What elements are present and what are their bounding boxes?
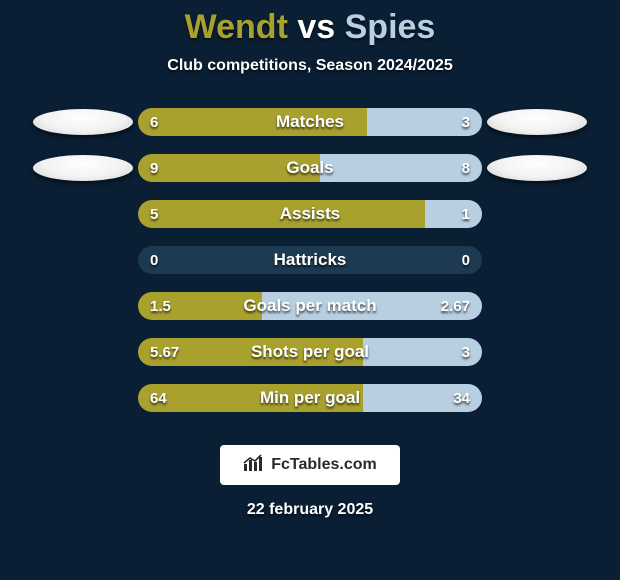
vs-text: vs bbox=[297, 8, 335, 46]
stat-label: Assists bbox=[138, 200, 482, 228]
page-title: Wendt vs Spies bbox=[0, 8, 620, 47]
comparison-canvas: Wendt vs Spies Club competitions, Season… bbox=[0, 0, 620, 580]
stat-label: Shots per goal bbox=[138, 338, 482, 366]
stat-row: 5.673Shots per goal bbox=[0, 329, 620, 375]
chart-icon bbox=[243, 454, 265, 477]
side-slot-right bbox=[482, 109, 592, 135]
stat-bar: 98Goals bbox=[138, 154, 482, 182]
stat-bar: 5.673Shots per goal bbox=[138, 338, 482, 366]
ellipse-icon bbox=[487, 155, 587, 181]
stat-bar: 63Matches bbox=[138, 108, 482, 136]
side-slot-left bbox=[28, 109, 138, 135]
player-a-name: Wendt bbox=[185, 8, 288, 46]
stat-label: Hattricks bbox=[138, 246, 482, 274]
side-slot-right bbox=[482, 155, 592, 181]
ellipse-icon bbox=[33, 109, 133, 135]
stat-bar: 51Assists bbox=[138, 200, 482, 228]
stat-label: Goals bbox=[138, 154, 482, 182]
player-b-name: Spies bbox=[345, 8, 436, 46]
logo-text: FcTables.com bbox=[271, 456, 377, 474]
side-slot-left bbox=[28, 155, 138, 181]
stat-bar: 00Hattricks bbox=[138, 246, 482, 274]
stat-label: Matches bbox=[138, 108, 482, 136]
stat-bar: 6434Min per goal bbox=[138, 384, 482, 412]
ellipse-icon bbox=[33, 155, 133, 181]
stat-label: Min per goal bbox=[138, 384, 482, 412]
date-text: 22 february 2025 bbox=[0, 501, 620, 519]
logo-box: FcTables.com bbox=[220, 445, 400, 485]
stat-row: 63Matches bbox=[0, 99, 620, 145]
stat-row: 98Goals bbox=[0, 145, 620, 191]
stat-label: Goals per match bbox=[138, 292, 482, 320]
subtitle: Club competitions, Season 2024/2025 bbox=[0, 57, 620, 75]
stat-row: 6434Min per goal bbox=[0, 375, 620, 421]
stat-rows: 63Matches 98Goals 51Assists 00Hattricks 1.52… bbox=[0, 99, 620, 421]
stat-row: 00Hattricks bbox=[0, 237, 620, 283]
stat-bar: 1.52.67Goals per match bbox=[138, 292, 482, 320]
stat-row: 1.52.67Goals per match bbox=[0, 283, 620, 329]
stat-row: 51Assists bbox=[0, 191, 620, 237]
ellipse-icon bbox=[487, 109, 587, 135]
